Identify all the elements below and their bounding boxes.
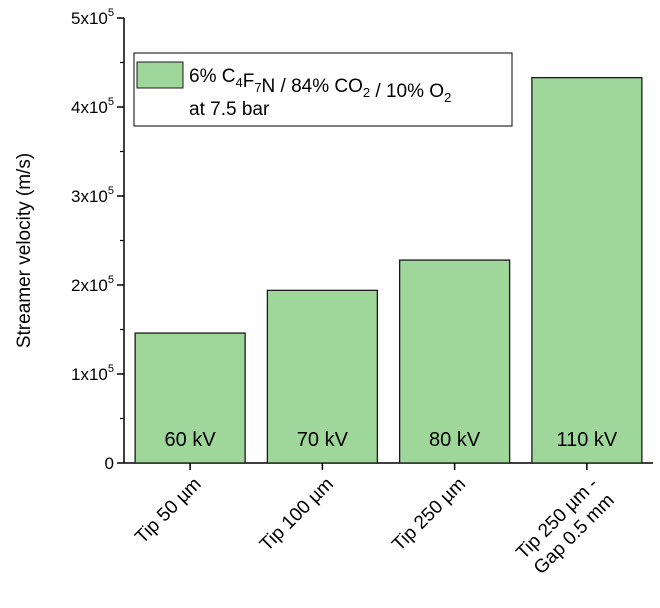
y-tick-label: 3x105 xyxy=(71,185,114,206)
bar-label: 80 kV xyxy=(429,429,481,451)
bar xyxy=(531,76,643,464)
y-tick-label: 1x105 xyxy=(71,363,114,384)
legend: 6% C4F7N / 84% CO2 / 10% O2 at 7.5 bar xyxy=(133,52,513,127)
x-tick-label: Tip 250 µm xyxy=(388,474,470,556)
bar-label: 110 kV xyxy=(556,429,617,451)
y-axis: 0 1x105 2x105 3x105 4x105 5x105 xyxy=(71,7,125,473)
y-axis-title: Streamer velocity (m/s) xyxy=(14,153,35,348)
legend-swatch xyxy=(136,61,184,89)
bar-label: 60 kV xyxy=(165,429,217,451)
x-tick-label: Tip 250 µm -Gap 0.5 mm xyxy=(512,474,618,580)
legend-label-line1: 6% C4F7N / 84% CO2 / 10% O2 xyxy=(189,66,451,105)
bar-label: 70 kV xyxy=(297,429,349,451)
y-tick-label: 4x105 xyxy=(71,96,114,117)
bar xyxy=(134,332,246,464)
bar xyxy=(266,289,379,464)
y-tick-label: 5x105 xyxy=(71,7,114,28)
bars xyxy=(134,76,643,464)
y-tick-label: 0 xyxy=(105,454,114,473)
legend-label-line2: at 7.5 bar xyxy=(189,99,270,120)
bar xyxy=(398,259,511,464)
x-axis: Tip 50 µm Tip 100 µm Tip 250 µm Tip 250 µm … xyxy=(124,462,653,580)
y-tick-label: 2x105 xyxy=(71,274,114,295)
x-tick-label: Tip 50 µm xyxy=(131,474,205,548)
bar-labels: 60 kV 70 kV 80 kV 110 kV xyxy=(165,429,618,451)
x-tick-label: Tip 100 µm xyxy=(256,474,338,556)
legend-box xyxy=(133,52,513,127)
